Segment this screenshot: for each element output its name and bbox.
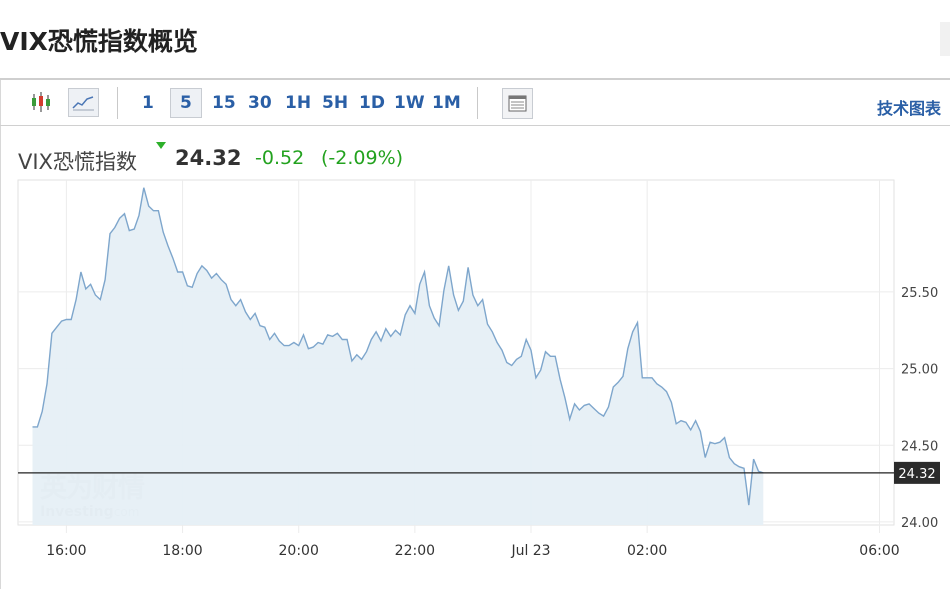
timeframe-30[interactable]: 30 bbox=[248, 93, 272, 113]
timeframe-active-highlight bbox=[170, 88, 202, 118]
series-line bbox=[32, 187, 764, 506]
x-tick-label: 22:00 bbox=[395, 543, 435, 559]
x-tick-label: 06:00 bbox=[859, 543, 899, 559]
timeframe-5[interactable]: 5 bbox=[180, 93, 192, 113]
timeframe-1m[interactable]: 1M bbox=[432, 93, 461, 113]
x-tick-label: 16:00 bbox=[46, 543, 86, 559]
table-icon[interactable] bbox=[502, 88, 533, 119]
header-divider bbox=[0, 78, 950, 80]
line-chart-icon[interactable] bbox=[68, 88, 99, 117]
page-title: VIX恐慌指数概览 bbox=[0, 27, 198, 56]
x-tick-label: Jul 23 bbox=[510, 543, 550, 559]
down-arrow-icon bbox=[156, 142, 166, 149]
current-price-tag bbox=[894, 461, 940, 484]
instrument-name: VIX恐慌指数 bbox=[18, 150, 137, 174]
x-tick-label: 20:00 bbox=[279, 543, 319, 559]
y-tick-label: 24.00 bbox=[901, 516, 938, 531]
chart-frame-left-border bbox=[0, 80, 1, 589]
y-tick-label: 25.00 bbox=[901, 363, 938, 378]
price-change-percent: (-2.09%) bbox=[321, 147, 404, 169]
series-area bbox=[32, 187, 764, 525]
price-change: -0.52 bbox=[255, 147, 305, 169]
current-price-label: 24.32 bbox=[898, 467, 935, 482]
timeframe-15[interactable]: 15 bbox=[212, 93, 236, 113]
timeframe-1h[interactable]: 1H bbox=[285, 93, 312, 113]
candlestick-icon[interactable] bbox=[30, 91, 52, 113]
x-tick-label: 18:00 bbox=[162, 543, 202, 559]
timeframe-5h[interactable]: 5H bbox=[322, 93, 349, 113]
tech-chart-link[interactable]: 技术图表 bbox=[877, 99, 942, 118]
title-side-button[interactable] bbox=[940, 22, 950, 56]
x-tick-label: 02:00 bbox=[627, 543, 667, 559]
y-tick-label: 24.50 bbox=[901, 439, 938, 454]
last-price: 24.32 bbox=[175, 146, 242, 170]
timeframe-1w[interactable]: 1W bbox=[394, 93, 425, 113]
timeframe-1d[interactable]: 1D bbox=[359, 93, 385, 113]
toolbar-divider bbox=[0, 125, 950, 126]
toolbar-separator bbox=[477, 87, 478, 119]
toolbar-separator bbox=[117, 87, 118, 119]
y-tick-label: 25.50 bbox=[901, 286, 938, 301]
timeframe-1[interactable]: 1 bbox=[142, 93, 154, 113]
